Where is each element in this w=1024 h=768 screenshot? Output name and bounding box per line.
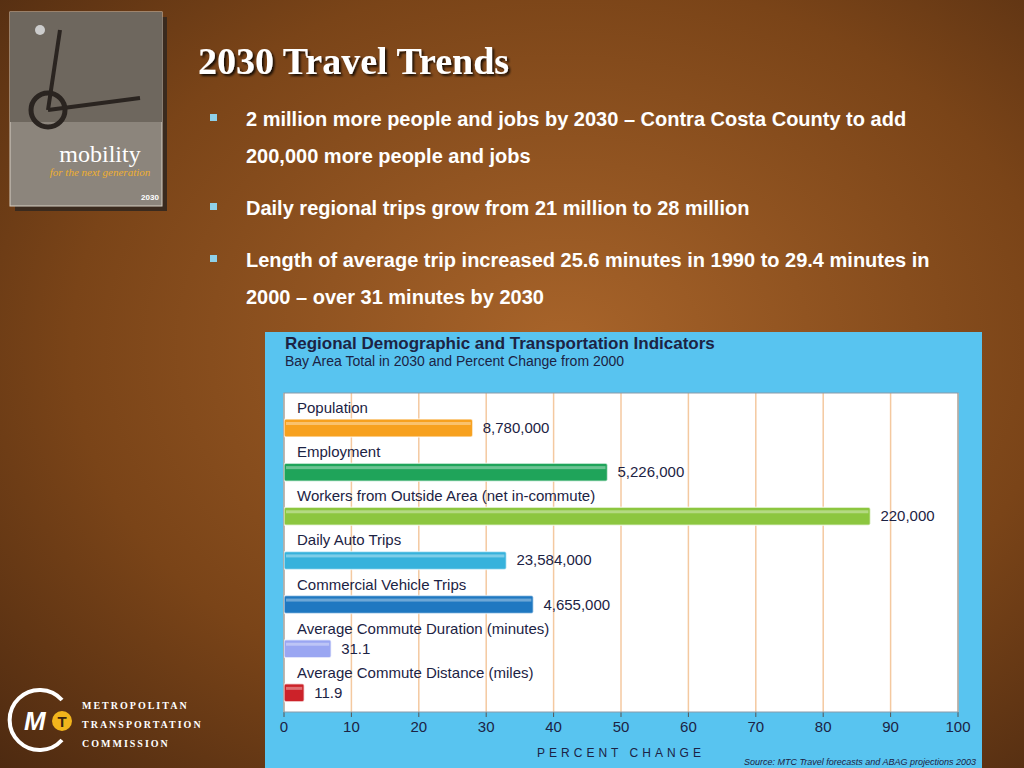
logo-text: COMMISSION (82, 738, 170, 749)
bars (284, 419, 870, 702)
tick-mark (486, 712, 487, 717)
tick-label: 90 (882, 718, 899, 735)
tick-label: 0 (280, 718, 288, 735)
bullet-line: 200,000 more people and jobs (246, 145, 531, 167)
tick-label: 10 (343, 718, 360, 735)
bar (284, 596, 533, 614)
chart: Regional Demographic and Transportation … (265, 332, 982, 768)
bullet-text: Length of average trip increased 25.6 mi… (246, 249, 930, 308)
tick-label: 50 (613, 718, 630, 735)
bullet-marker (210, 255, 217, 262)
axis-title: PERCENT CHANGE (537, 746, 705, 760)
tick-mark (823, 712, 824, 717)
bullet-text: Daily regional trips grow from 21 millio… (246, 197, 749, 219)
tick-label: 60 (680, 718, 697, 735)
logo: MT METROPOLITAN TRANSPORTATION COMMISSION (10, 690, 203, 750)
bar-label: 31.1 (341, 640, 370, 657)
bar-highlight (286, 643, 329, 646)
bar (284, 507, 870, 525)
tick-label: 40 (545, 718, 562, 735)
slide: mobilityfor the next generation20302030 … (0, 0, 1024, 768)
tick-mark (890, 712, 891, 717)
bar (284, 463, 608, 481)
bar-label: 5,226,000 (618, 463, 685, 480)
category-label: Employment (297, 443, 381, 460)
tick-mark (351, 712, 352, 717)
bullet-line: Length of average trip increased 25.6 mi… (246, 249, 930, 271)
tick-mark (688, 712, 689, 717)
tick-mark (284, 712, 285, 717)
cover (10, 12, 162, 206)
bar-highlight (286, 687, 302, 690)
bullet-marker (210, 114, 217, 121)
bar-label: 11.9 (314, 684, 342, 701)
bullet-text: 2 million more people and jobs by 2030 –… (246, 108, 906, 167)
tick-label: 100 (945, 718, 970, 735)
category-label: Daily Auto Trips (297, 531, 401, 548)
bar (284, 551, 506, 569)
bar-label: 8,780,000 (483, 419, 550, 436)
category-label: Workers from Outside Area (net in-commut… (297, 487, 595, 504)
bar-highlight (286, 466, 606, 469)
cover-emblem (35, 25, 45, 35)
cover-year: 2030 (141, 193, 159, 202)
bullet-line: 2 million more people and jobs by 2030 –… (246, 108, 906, 130)
category-label: Average Commute Distance (miles) (297, 664, 533, 681)
tick-label: 70 (747, 718, 764, 735)
grid-line (755, 393, 757, 712)
plot-area (284, 393, 958, 712)
chart-title: Regional Demographic and Transportation … (285, 334, 715, 353)
bar-highlight (286, 510, 868, 513)
grid-line (822, 393, 824, 712)
tick-mark (755, 712, 756, 717)
chart-panel (265, 332, 982, 768)
cover-title: mobility (59, 141, 140, 167)
bar-highlight (286, 599, 531, 602)
bar (284, 640, 331, 658)
category-label: Population (297, 399, 368, 416)
tick-mark (958, 712, 959, 717)
bar (284, 419, 473, 437)
bar-label: 4,655,000 (543, 596, 610, 613)
cover-subtitle: for the next generation (50, 166, 151, 178)
category-label: Commercial Vehicle Trips (297, 576, 466, 593)
grid-line (620, 393, 622, 712)
grid-line (688, 393, 690, 712)
logo-t: T (57, 713, 66, 730)
logo-m: M (24, 706, 47, 736)
bar-highlight (286, 554, 504, 557)
tick-mark (553, 712, 554, 717)
tick-mark (418, 712, 419, 717)
bar-label: 23,584,000 (516, 551, 591, 568)
grid-line (890, 393, 892, 712)
background (0, 0, 1024, 768)
bar-highlight (286, 422, 471, 425)
bullet-marker (210, 203, 217, 210)
bullet-line: 2000 – over 31 minutes by 2030 (246, 286, 544, 308)
bar (284, 684, 304, 702)
scooter-deck (48, 98, 140, 110)
slide-title: 2030 Travel Trends (198, 40, 509, 82)
tick-label: 80 (815, 718, 832, 735)
chart-subtitle: Bay Area Total in 2030 and Percent Chang… (285, 353, 624, 369)
category-label: Average Commute Duration (minutes) (297, 620, 549, 637)
logo-dot (52, 711, 72, 731)
scooter-stem (48, 30, 60, 110)
tick-label: 20 (410, 718, 427, 735)
source-note: Source: MTC Travel forecasts and ABAG pr… (744, 757, 976, 767)
tick-mark (621, 712, 622, 717)
bullet-line: Daily regional trips grow from 21 millio… (246, 197, 749, 219)
bar-label: 220,000 (880, 507, 934, 524)
logo-text: METROPOLITAN (82, 700, 189, 711)
plot-frame (284, 393, 958, 712)
cover-image: mobilityfor the next generation 2030 (10, 12, 167, 211)
tick-label: 30 (478, 718, 495, 735)
logo-text: TRANSPORTATION (82, 719, 203, 730)
